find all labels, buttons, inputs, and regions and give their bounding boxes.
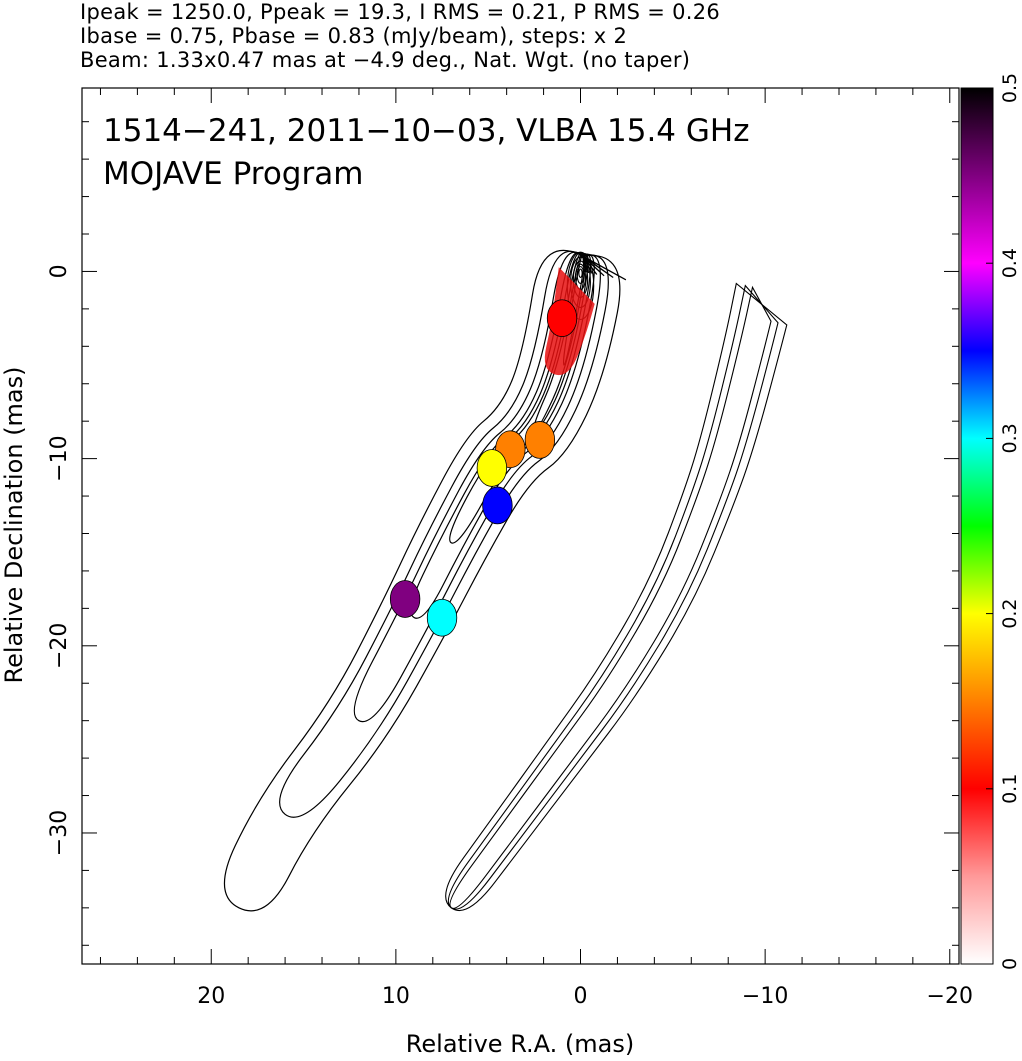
colorbar <box>961 88 993 964</box>
fractional-pol-blob <box>524 421 556 459</box>
y-tick-label: −30 <box>47 810 72 856</box>
chart-title: 1514−241, 2011−10−03, VLBA 15.4 GHz <box>103 113 749 149</box>
total-intensity-contour <box>353 251 605 723</box>
colorbar-tick-label: 0 <box>999 958 1021 970</box>
header-line-2: Ibase = 0.75, Pbase = 0.83 (mJy/beam), s… <box>80 24 628 48</box>
x-tick-label: −20 <box>927 984 973 1009</box>
colorbar-frame <box>960 87 994 965</box>
plot-area <box>223 249 788 912</box>
colorbar-tick-label: 0.3 <box>999 423 1021 453</box>
colorbar-tick-label: 0.4 <box>999 248 1021 278</box>
x-tick-label: 20 <box>197 984 225 1009</box>
colorbar-tick-label: 0.5 <box>999 73 1021 103</box>
colorbar-axis: 0 0.1 0.2 0.3 0.4 0.5 <box>986 73 1021 970</box>
y-tick-label: −10 <box>47 435 72 481</box>
fractional-pol-blob <box>426 598 458 637</box>
y-tick-label: −20 <box>47 623 72 669</box>
plot-frame <box>81 87 960 965</box>
fractional-pol-blob <box>389 580 421 618</box>
polarized-contour <box>447 284 779 910</box>
fractional-pol-blob <box>476 449 508 487</box>
total-intensity-contours <box>223 249 627 912</box>
colorbar-tick-label: 0.2 <box>999 598 1021 628</box>
fractional-pol-blob <box>482 486 513 525</box>
header-line-1: Ipeak = 1250.0, Ppeak = 19.3, I RMS = 0.… <box>80 0 721 24</box>
core-contour <box>578 268 583 278</box>
header-line-3: Beam: 1.33x0.47 mas at −4.9 deg., Nat. W… <box>80 48 691 72</box>
y-tick-label: 0 <box>47 264 72 278</box>
x-tick-label: −10 <box>742 984 788 1009</box>
x-axis-label: Relative R.A. (mas) <box>406 1030 634 1058</box>
fractional-pol-blob <box>546 299 578 338</box>
y-axis-label: Relative Declination (mas) <box>0 366 28 683</box>
polarized-contour <box>449 285 772 909</box>
x-tick-label: 0 <box>574 984 588 1009</box>
x-tick-label: 10 <box>382 984 410 1009</box>
axes: 20 10 0 −10 −20 0 −10 −20 −30 <box>47 88 973 1009</box>
total-intensity-contour <box>223 249 627 912</box>
colorbar-tick-label: 0.1 <box>999 774 1021 804</box>
polarized-contour <box>445 282 788 912</box>
core-contour <box>576 266 585 284</box>
chart-subtitle: MOJAVE Program <box>103 156 363 192</box>
fractional-polarization-blobs <box>389 299 578 637</box>
polarized-intensity-contours <box>445 282 788 912</box>
